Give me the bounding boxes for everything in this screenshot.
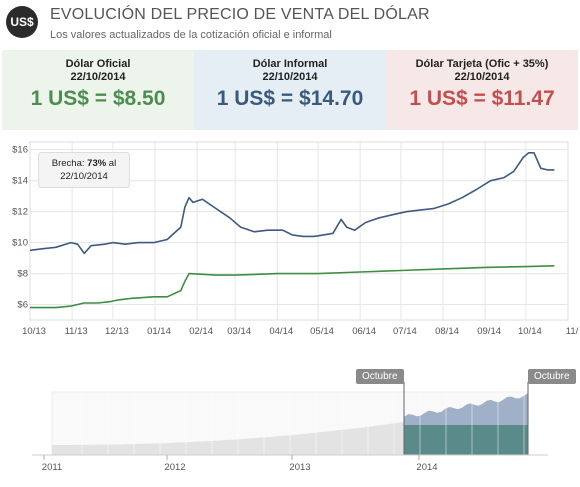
brecha-suffix: al [106,158,117,169]
brecha-label: Brecha: [51,158,88,169]
brecha-value: 73% [87,158,107,169]
navigator-flag-left[interactable]: Octubre [356,369,404,384]
brecha-date: 22/10/2014 [60,171,108,182]
x-tick-label: 08/14 [435,326,459,337]
y-tick-label: $14 [12,176,28,187]
navigator-year-label: 2013 [289,462,310,473]
header: US$ EVOLUCIÓN DEL PRECIO DE VENTA DEL DÓ… [0,0,580,46]
x-tick-label: 04/14 [269,326,293,337]
x-tick-label: 09/14 [477,326,501,337]
x-tick-label: 11/ [566,326,579,337]
chart-lines [29,152,555,309]
card-oficial: Dólar Oficial 22/10/2014 1 US$ = $8.50 [2,50,194,130]
x-tick-label: 10/13 [22,326,46,337]
navigator-flag-right[interactable]: Octubre [528,369,576,384]
card-oficial-value: 1 US$ = $8.50 [30,87,166,110]
x-tick-label: 06/14 [352,326,376,337]
card-oficial-name: Dólar Oficial [65,58,131,70]
usd-logo-icon: US$ [6,6,38,38]
x-tick-label: 02/14 [189,326,213,337]
card-tarjeta-name: Dólar Tarjeta (Ofic + 35%) [415,58,549,70]
y-tick-label: $6 [17,300,28,311]
card-tarjeta-date: 22/10/2014 [454,71,510,83]
navigator: 2011 2012 2013 2014 [32,382,548,473]
series-line-informal [29,152,555,255]
y-tick-label: $16 [12,145,28,156]
y-tick-label: $8 [17,269,28,280]
x-tick-label: 05/14 [310,326,334,337]
card-oficial-date: 22/10/2014 [70,71,126,83]
chart-ticks: $6 $8 $10 $12 $14 $16 10/13 11/13 12/13 01/14 02/1… [12,145,578,337]
navigator-year-label: 2012 [164,462,185,473]
rate-cards: Dólar Oficial 22/10/2014 1 US$ = $8.50 D… [2,50,578,130]
navigator-year-label: 2014 [416,462,437,473]
y-tick-label: $12 [12,207,28,218]
x-tick-label: 03/14 [227,326,251,337]
card-tarjeta-value: 1 US$ = $11.47 [409,87,555,110]
page-title: EVOLUCIÓN DEL PRECIO DE VENTA DEL DÓLAR [50,6,430,23]
y-tick-label: $10 [12,238,28,249]
x-tick-label: 10/14 [518,326,542,337]
x-tick-label: 07/14 [393,326,417,337]
plot-frame [29,141,569,321]
x-tick-label: 12/13 [105,326,129,337]
card-tarjeta: Dólar Tarjeta (Ofic + 35%) 22/10/2014 1 … [386,50,578,130]
series-line-oficial [30,265,555,309]
x-tick-label: 11/13 [65,326,88,337]
x-tick-label: 01/14 [147,326,171,337]
card-informal-name: Dólar Informal [252,58,328,70]
brecha-tooltip: Brecha: 73% al 22/10/2014 [38,152,130,188]
page-subtitle: Los valores actualizados de la cotizació… [50,29,332,41]
navigator-year-label: 2011 [42,462,62,473]
navigator-area-oficial [404,425,528,455]
card-informal-date: 22/10/2014 [262,71,318,83]
card-informal: Dólar Informal 22/10/2014 1 US$ = $14.70 [194,50,386,130]
card-informal-value: 1 US$ = $14.70 [216,87,364,110]
